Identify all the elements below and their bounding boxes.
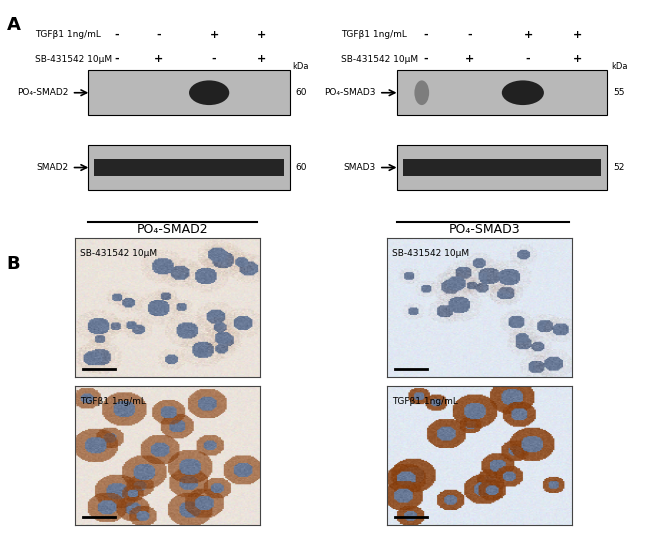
Text: PO₄-SMAD2: PO₄-SMAD2 — [18, 88, 69, 97]
Text: +: + — [465, 54, 474, 64]
Text: +: + — [257, 54, 266, 64]
Text: -: - — [156, 30, 161, 40]
Text: B: B — [6, 255, 20, 273]
Text: -: - — [526, 54, 530, 64]
Text: 60: 60 — [295, 163, 307, 172]
Text: -: - — [114, 54, 119, 64]
Bar — [88, 70, 290, 115]
Bar — [94, 159, 283, 176]
Text: -: - — [114, 30, 119, 40]
Text: +: + — [523, 30, 533, 40]
Text: -: - — [423, 54, 428, 64]
Text: +: + — [209, 30, 219, 40]
Bar — [88, 145, 290, 190]
Ellipse shape — [189, 80, 229, 105]
Text: PO₄-SMAD3: PO₄-SMAD3 — [448, 223, 520, 236]
Bar — [396, 145, 607, 190]
Text: SB-431542 10μM: SB-431542 10μM — [392, 249, 469, 257]
Text: +: + — [573, 54, 582, 64]
Text: -: - — [423, 30, 428, 40]
Text: +: + — [573, 30, 582, 40]
Text: SB-431542 10μM: SB-431542 10μM — [35, 55, 112, 63]
Text: 55: 55 — [613, 88, 625, 97]
Text: kDa: kDa — [292, 62, 309, 71]
Text: PO₄-SMAD2: PO₄-SMAD2 — [136, 223, 208, 236]
Text: kDa: kDa — [611, 62, 628, 71]
Bar — [396, 70, 607, 115]
Text: TGFβ1 1ng/mL: TGFβ1 1ng/mL — [341, 30, 407, 39]
Text: TGFβ1 1ng/mL: TGFβ1 1ng/mL — [392, 397, 458, 405]
Ellipse shape — [502, 80, 544, 105]
Ellipse shape — [415, 80, 429, 105]
Text: SMAD3: SMAD3 — [344, 163, 376, 172]
Text: +: + — [153, 54, 163, 64]
Text: TGFβ1 1ng/mL: TGFβ1 1ng/mL — [80, 397, 146, 405]
Text: SB-431542 10μM: SB-431542 10μM — [80, 249, 157, 257]
Text: 60: 60 — [295, 88, 307, 97]
Text: +: + — [257, 30, 266, 40]
Text: A: A — [6, 16, 20, 34]
Text: 52: 52 — [613, 163, 624, 172]
Text: -: - — [212, 54, 216, 64]
Text: PO₄-SMAD3: PO₄-SMAD3 — [324, 88, 376, 97]
Bar — [403, 159, 601, 176]
Text: SB-431542 10μM: SB-431542 10μM — [341, 55, 418, 63]
Text: TGFβ1 1ng/mL: TGFβ1 1ng/mL — [35, 30, 101, 39]
Text: -: - — [467, 30, 472, 40]
Text: SMAD2: SMAD2 — [36, 163, 69, 172]
